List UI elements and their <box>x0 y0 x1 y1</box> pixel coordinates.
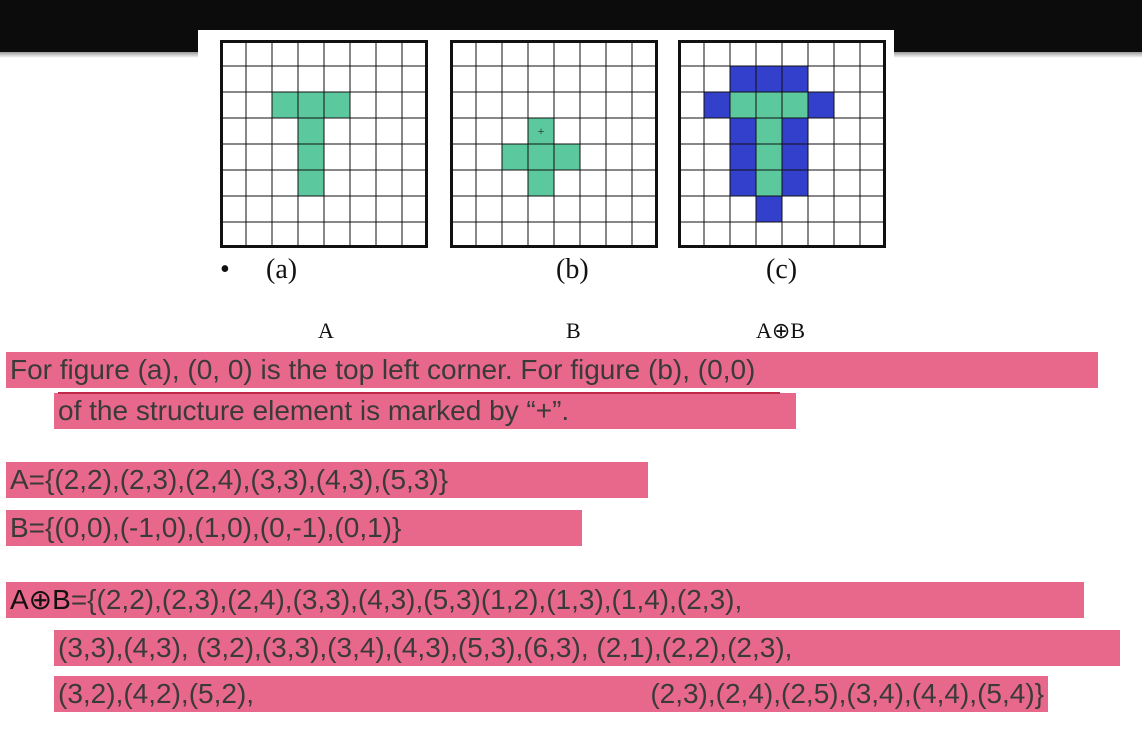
structure-cell <box>756 118 782 144</box>
set-label-a: A <box>318 318 334 343</box>
added-cell <box>730 144 756 170</box>
dilation-line-2: (3,3),(4,3), (3,2),(3,3),(3,4),(4,3),(5,… <box>54 630 1120 666</box>
added-cell <box>730 66 756 92</box>
origin-marker: + <box>538 124 545 138</box>
grid-figure-a <box>220 40 428 248</box>
set-label-c: A⊕B <box>756 318 805 343</box>
grid-b-svg: + <box>450 40 658 248</box>
structure-cell <box>298 170 324 196</box>
structure-cell <box>298 92 324 118</box>
added-cell <box>704 92 730 118</box>
grid-border <box>220 40 428 248</box>
set-label-b: B <box>566 318 581 343</box>
added-cell <box>782 66 808 92</box>
grid-border <box>450 40 658 248</box>
added-cell <box>782 170 808 196</box>
added-cell <box>730 118 756 144</box>
panel-label-c: (c) <box>766 254 798 285</box>
panel-label-b: (b) <box>556 254 589 285</box>
dilation-line-1: A⊕B={(2,2),(2,3),(2,4),(3,3),(4,3),(5,3)… <box>6 582 1084 618</box>
structure-cell <box>272 92 298 118</box>
structure-cell <box>756 144 782 170</box>
structure-cell <box>756 170 782 196</box>
structure-cell <box>730 92 756 118</box>
added-cell <box>756 66 782 92</box>
grid-c-svg <box>678 40 886 248</box>
structure-cell <box>502 144 528 170</box>
underline-mark <box>58 392 780 394</box>
dilation-line-1-text: ={(2,2),(2,3),(2,4),(3,3),(4,3),(5,3)(1,… <box>70 584 743 615</box>
dilation-symbol: A⊕B <box>10 584 71 615</box>
structure-cell <box>528 118 554 144</box>
structure-cell <box>554 144 580 170</box>
grid-border <box>678 40 886 248</box>
structure-cell <box>528 170 554 196</box>
added-cell <box>756 196 782 222</box>
grid-figure-b: + <box>450 40 658 248</box>
grid-figure-c <box>678 40 886 248</box>
added-cell <box>782 118 808 144</box>
set-b-line: B={(0,0),(-1,0),(1,0),(0,-1),(0,1)} <box>6 510 582 546</box>
structure-cell <box>298 144 324 170</box>
text-line-2: of the structure element is marked by “+… <box>54 393 796 429</box>
grid-a-svg <box>220 40 428 248</box>
added-cell <box>730 170 756 196</box>
dilation-line-3b: (2,3),(2,4),(2,5),(3,4),(4,4),(5,4)} <box>332 676 1048 712</box>
bullet: • <box>220 254 230 285</box>
structure-cell <box>528 144 554 170</box>
set-a-line: A={(2,2),(2,3),(2,4),(3,3),(4,3),(5,3)} <box>6 462 648 498</box>
panel-label-a: (a) <box>266 254 298 285</box>
structure-cell <box>324 92 350 118</box>
structure-cell <box>782 92 808 118</box>
structure-cell <box>756 92 782 118</box>
added-cell <box>808 92 834 118</box>
structure-cell <box>298 118 324 144</box>
added-cell <box>782 144 808 170</box>
dilation-line-3a: (3,2),(4,2),(5,2), <box>54 676 332 712</box>
text-line-1: For figure (a), (0, 0) is the top left c… <box>6 352 1098 388</box>
